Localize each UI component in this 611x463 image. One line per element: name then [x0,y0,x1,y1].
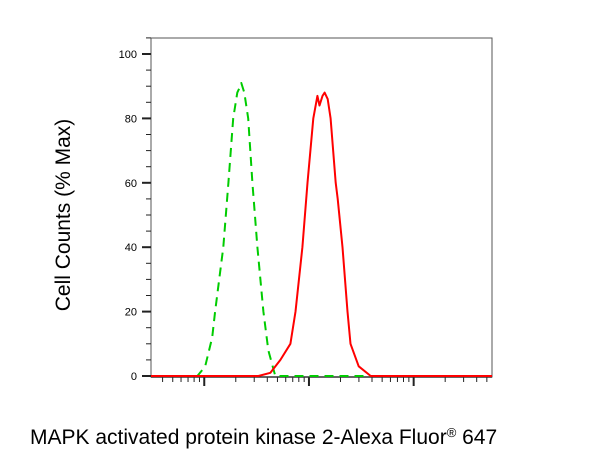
series-group [151,82,492,377]
y-tick-label: 100 [119,49,137,61]
y-tick-label: 80 [125,113,137,125]
y-tick-label: 0 [131,371,137,383]
x-axis-label: MAPK activated protein kinase 2-Alexa Fl… [30,425,497,449]
y-tick-label: 20 [125,307,137,319]
x-axis-label-suffix: 647 [456,426,497,449]
y-axis: 0 20 40 60 80 100 [119,37,151,383]
registered-mark: ® [447,425,457,440]
control-histogram-line [151,82,492,377]
x-axis-label-main: MAPK activated protein kinase 2-Alexa Fl… [30,426,447,449]
y-axis-label: Cell Counts (% Max) [52,119,75,312]
y-tick-label: 60 [125,178,137,190]
plot-frame [150,37,493,378]
x-axis [151,376,492,386]
y-tick-label: 40 [125,242,137,254]
sample-histogram-line [151,91,492,377]
